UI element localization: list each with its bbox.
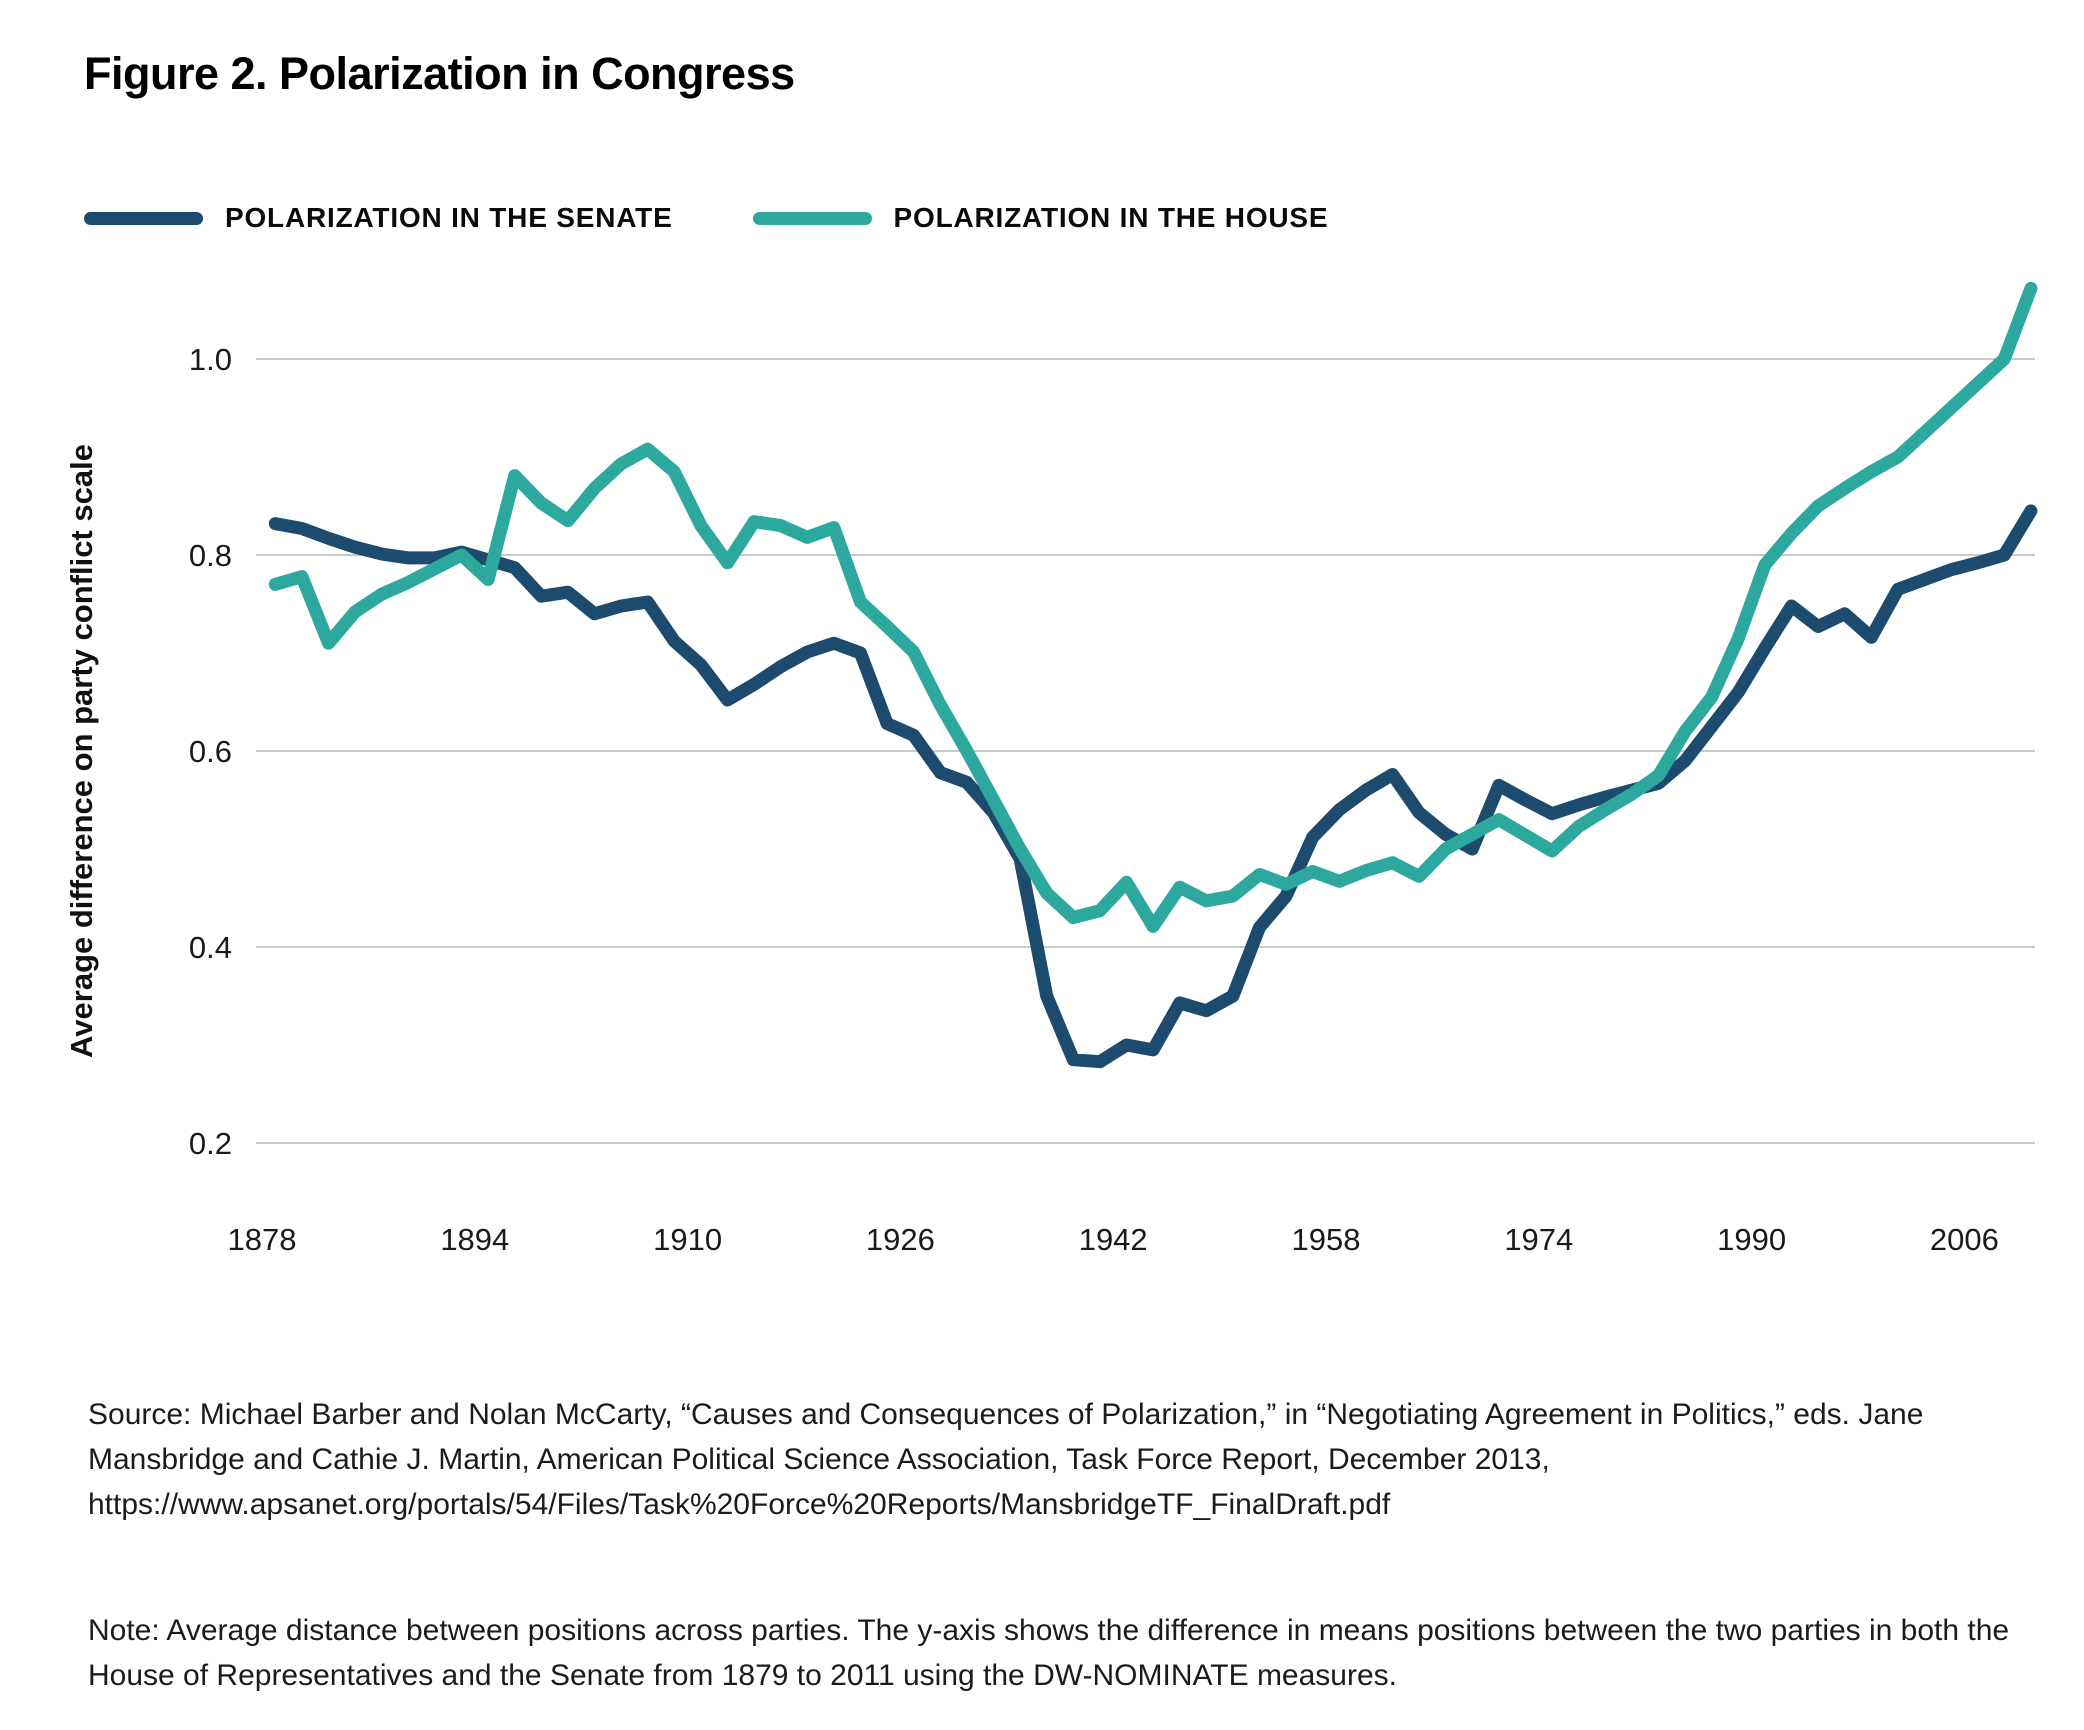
- house-line-swatch-icon: [752, 211, 872, 225]
- x-axis-labels: 1878 1894 1910 1926 1942 1958 1974 1990 …: [228, 1222, 1999, 1257]
- source-text: Source: Michael Barber and Nolan McCarty…: [88, 1398, 1924, 1521]
- note-text: Note: Average distance between positions…: [88, 1614, 2010, 1692]
- x-tick-label: 1878: [228, 1222, 297, 1257]
- legend-item-senate: POLARIZATION IN THE SENATE: [84, 202, 673, 234]
- senate-line: [268, 504, 2038, 1069]
- y-axis-title: Average difference on party conflict sca…: [64, 444, 99, 1058]
- x-tick-label: 1990: [1717, 1222, 1786, 1257]
- senate-line-swatch-icon: [84, 211, 203, 225]
- x-tick-label: 1926: [866, 1222, 935, 1257]
- y-tick-label: 0.4: [189, 930, 232, 965]
- x-tick-label: 2006: [1930, 1222, 1999, 1257]
- figure-title: Figure 2. Polarization in Congress: [84, 48, 795, 99]
- gridlines: [256, 358, 2035, 1144]
- house-line: [268, 281, 2038, 933]
- y-tick-label: 1.0: [189, 342, 232, 377]
- x-tick-label: 1894: [440, 1222, 509, 1257]
- y-tick-label: 0.8: [189, 538, 232, 573]
- y-tick-label: 0.6: [189, 734, 232, 769]
- y-tick-label: 0.2: [189, 1126, 232, 1161]
- legend-label-house: POLARIZATION IN THE HOUSE: [893, 202, 1329, 233]
- y-axis-labels: 1.0 0.8 0.6 0.4 0.2: [189, 342, 232, 1161]
- legend-label-senate: POLARIZATION IN THE SENATE: [225, 202, 673, 233]
- x-tick-label: 1974: [1504, 1222, 1573, 1257]
- x-tick-label: 1910: [653, 1222, 722, 1257]
- x-tick-label: 1942: [1079, 1222, 1148, 1257]
- chart-legend: POLARIZATION IN THE SENATE POLARIZATION …: [84, 202, 1328, 234]
- legend-item-house: POLARIZATION IN THE HOUSE: [752, 202, 1329, 234]
- x-tick-label: 1958: [1292, 1222, 1361, 1257]
- data-series: [268, 281, 2038, 1069]
